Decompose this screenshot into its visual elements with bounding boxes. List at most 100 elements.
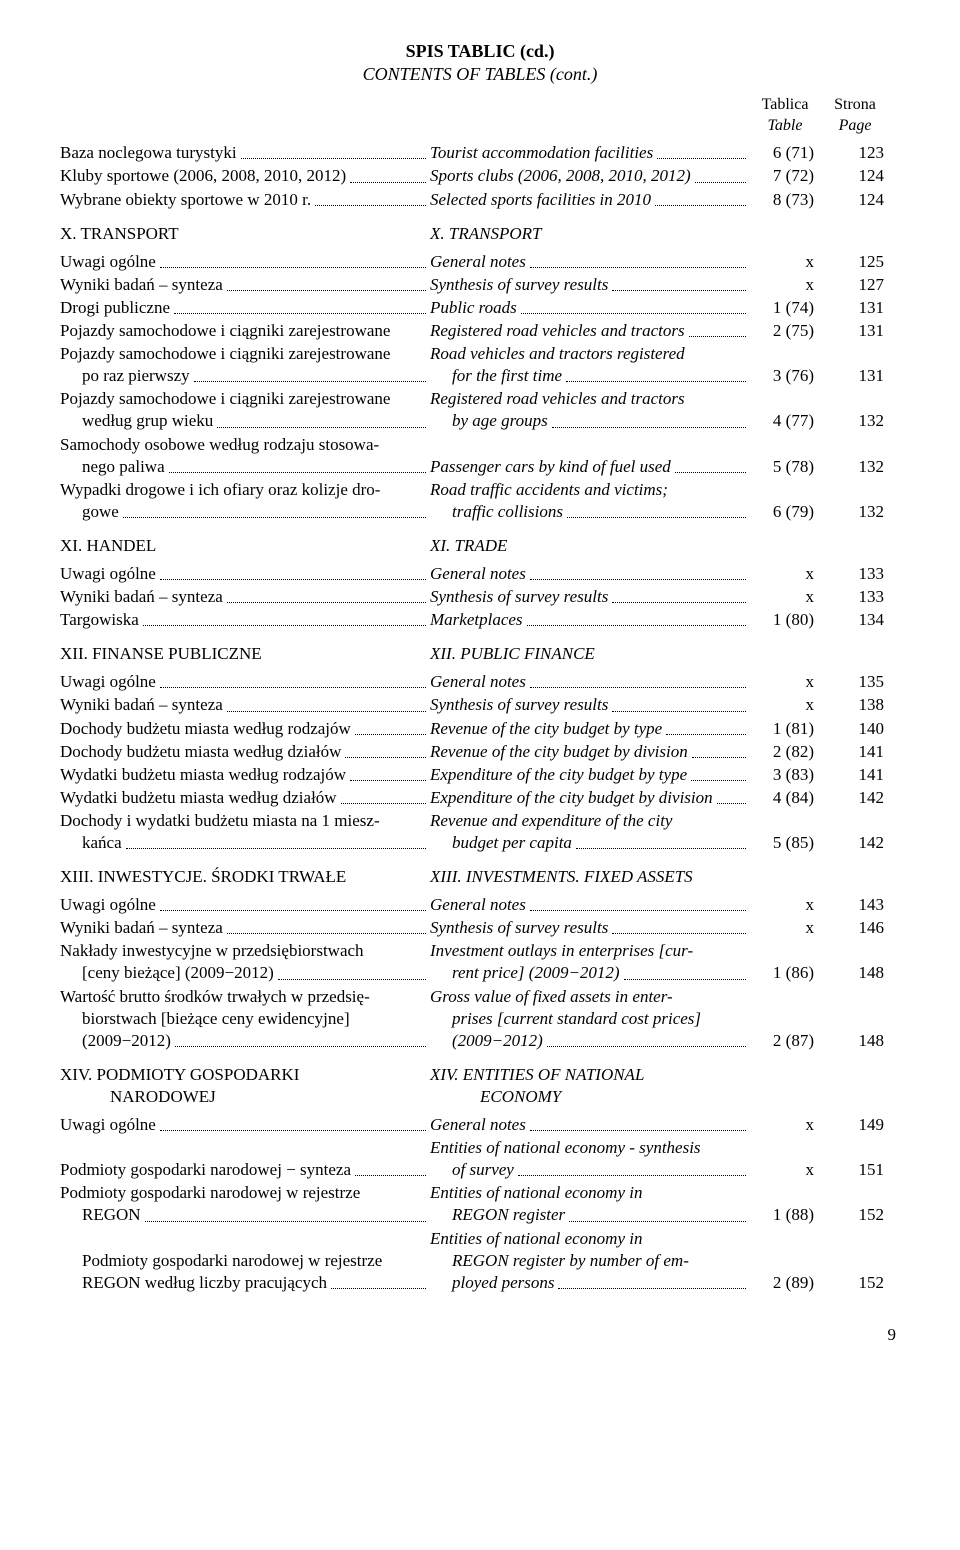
toc-table-num: x <box>750 894 820 916</box>
toc-page-num: 148 <box>820 986 890 1052</box>
title-block: SPIS TABLIC (cd.) CONTENTS OF TABLES (co… <box>60 40 900 87</box>
toc-page-num: 152 <box>820 1182 890 1226</box>
toc-page-num: 142 <box>820 810 890 854</box>
toc-entry-pl: Baza noclegowa turystyki <box>60 142 237 164</box>
toc-entry-en: General notes <box>430 1114 526 1136</box>
toc-entry-en: Registered road vehicles and tractors <box>430 388 685 410</box>
toc-table-num: x <box>750 1137 820 1181</box>
toc-entry-pl: REGON według liczby pracujących <box>60 1272 327 1294</box>
toc-table-num: x <box>750 251 820 273</box>
toc-page-num: 152 <box>820 1228 890 1294</box>
toc-table-num: x <box>750 563 820 585</box>
toc-row: Uwagi ogólneGeneral notesx135 <box>60 671 900 693</box>
toc-table-num: 6 (71) <box>750 142 820 164</box>
toc-table-num: 1 (80) <box>750 609 820 631</box>
toc-page-num: 132 <box>820 388 890 432</box>
toc-table-num: x <box>750 1114 820 1136</box>
toc-row: Wybrane obiekty sportowe w 2010 r. Select… <box>60 189 900 211</box>
toc-entry-en: Entities of national economy - synthesis <box>430 1137 701 1159</box>
toc-entry-pl: Dochody budżetu miasta według rodzajów <box>60 718 351 740</box>
toc-page-num: 134 <box>820 609 890 631</box>
toc-page-num: 142 <box>820 787 890 809</box>
toc-row: Dochody budżetu miasta według rodzajów Re… <box>60 718 900 740</box>
toc-entry-pl: Wydatki budżetu miasta według rodzajów <box>60 764 346 786</box>
toc-entry-en: Registered road vehicles and tractors <box>430 320 685 342</box>
toc-entry-en: Revenue of the city budget by type <box>430 718 662 740</box>
toc-entry-en: Expenditure of the city budget by divisi… <box>430 787 713 809</box>
toc-page-num: 149 <box>820 1114 890 1136</box>
toc-page-num: 138 <box>820 694 890 716</box>
toc-entry-pl: Pojazdy samochodowe i ciągniki zarejestr… <box>60 320 390 342</box>
toc-row: Uwagi ogólneGeneral notesx143 <box>60 894 900 916</box>
toc-entry-en: Selected sports facilities in 2010 <box>430 189 651 211</box>
toc-entry-pl: Podmioty gospodarki narodowej − synteza <box>60 1159 351 1181</box>
toc-entry-pl: Uwagi ogólne <box>60 251 156 273</box>
toc-entry-en: Public roads <box>430 297 517 319</box>
toc-entry-en: Marketplaces <box>430 609 523 631</box>
toc-entry-en: Investment outlays in enterprises [cur- <box>430 940 693 962</box>
toc-page-num: 132 <box>820 479 890 523</box>
toc-table-num: 5 (78) <box>750 434 820 478</box>
toc-entry-pl: Wybrane obiekty sportowe w 2010 r. <box>60 189 311 211</box>
toc-entry-pl: Wyniki badań – synteza <box>60 694 223 716</box>
toc-table-num: x <box>750 694 820 716</box>
toc-entry-pl: Uwagi ogólne <box>60 894 156 916</box>
toc-entry-pl: Pojazdy samochodowe i ciągniki zarejestr… <box>60 343 390 365</box>
toc-page-num: 141 <box>820 764 890 786</box>
section-heading: XIII. INWESTYCJE. ŚRODKI TRWAŁEXIII. INV… <box>60 866 900 888</box>
toc-row: Podmioty gospodarki narodowej w rejestrz… <box>60 1228 900 1294</box>
toc-entry-pl: Wyniki badań – synteza <box>60 917 223 939</box>
toc-row: Samochody osobowe według rodzaju stosowa… <box>60 434 900 478</box>
toc-entry-pl: Wartość brutto środków trwałych w przeds… <box>60 986 370 1008</box>
toc-row: Wyniki badań – syntezaSynthesis of surve… <box>60 917 900 939</box>
toc-entry-pl: kańca <box>60 832 122 854</box>
toc-page-num: 146 <box>820 917 890 939</box>
section-heading: X. TRANSPORTX. TRANSPORT <box>60 223 900 245</box>
toc-table-num: 6 (79) <box>750 479 820 523</box>
toc-entry-en: for the first time <box>430 365 562 387</box>
toc-entry-pl: Uwagi ogólne <box>60 1114 156 1136</box>
section-heading: XI. HANDELXI. TRADE <box>60 535 900 557</box>
toc-body: Baza noclegowa turystykiTourist accommod… <box>60 142 900 1293</box>
toc-row: Wypadki drogowe i ich ofiary oraz kolizj… <box>60 479 900 523</box>
header-page: Page <box>820 116 890 137</box>
toc-table-num: 1 (88) <box>750 1182 820 1226</box>
toc-entry-pl: Dochody i wydatki budżetu miasta na 1 mi… <box>60 810 380 832</box>
toc-entry-en: prises [current standard cost prices] <box>430 1008 701 1030</box>
toc-row: Baza noclegowa turystykiTourist accommod… <box>60 142 900 164</box>
toc-entry-en: Synthesis of survey results <box>430 274 608 296</box>
toc-row: Pojazdy samochodowe i ciągniki zarejestr… <box>60 343 900 387</box>
toc-table-num: 4 (84) <box>750 787 820 809</box>
toc-table-num: 2 (82) <box>750 741 820 763</box>
toc-row: Uwagi ogólne General notes x149 <box>60 1114 900 1136</box>
toc-table-num: x <box>750 917 820 939</box>
toc-entry-pl: [ceny bieżące] (2009−2012) <box>60 962 274 984</box>
toc-entry-en: by age groups <box>430 410 548 432</box>
toc-entry-pl: według grup wieku <box>60 410 213 432</box>
toc-entry-pl: Samochody osobowe według rodzaju stosowa… <box>60 434 379 456</box>
toc-entry-en: Passenger cars by kind of fuel used <box>430 456 671 478</box>
title-main: SPIS TABLIC (cd.) <box>60 40 900 63</box>
toc-table-num: 2 (75) <box>750 320 820 342</box>
toc-page-num: 135 <box>820 671 890 693</box>
toc-entry-pl: Kluby sportowe (2006, 2008, 2010, 2012) <box>60 165 346 187</box>
toc-row: Drogi publicznePublic roads1 (74)131 <box>60 297 900 319</box>
column-header: Tablica Table Strona Page <box>60 95 900 137</box>
toc-page-num: 151 <box>820 1137 890 1181</box>
toc-table-num: x <box>750 671 820 693</box>
toc-row: Wyniki badań – syntezaSynthesis of surve… <box>60 586 900 608</box>
toc-entry-en: (2009−2012) <box>430 1030 543 1052</box>
toc-entry-en: Synthesis of survey results <box>430 586 608 608</box>
toc-row: Wydatki budżetu miasta według rodzajówEx… <box>60 764 900 786</box>
toc-page-num: 124 <box>820 189 890 211</box>
toc-table-num: 4 (77) <box>750 388 820 432</box>
toc-table-num: 1 (86) <box>750 940 820 984</box>
toc-row: Wyniki badań – syntezaSynthesis of surve… <box>60 694 900 716</box>
toc-page-num: 143 <box>820 894 890 916</box>
toc-entry-pl: Podmioty gospodarki narodowej w rejestrz… <box>60 1250 382 1272</box>
toc-page-num: 140 <box>820 718 890 740</box>
toc-table-num: x <box>750 274 820 296</box>
toc-entry-en: General notes <box>430 563 526 585</box>
toc-entry-en: Entities of national economy in <box>430 1182 642 1204</box>
toc-entry-pl: po raz pierwszy <box>60 365 190 387</box>
